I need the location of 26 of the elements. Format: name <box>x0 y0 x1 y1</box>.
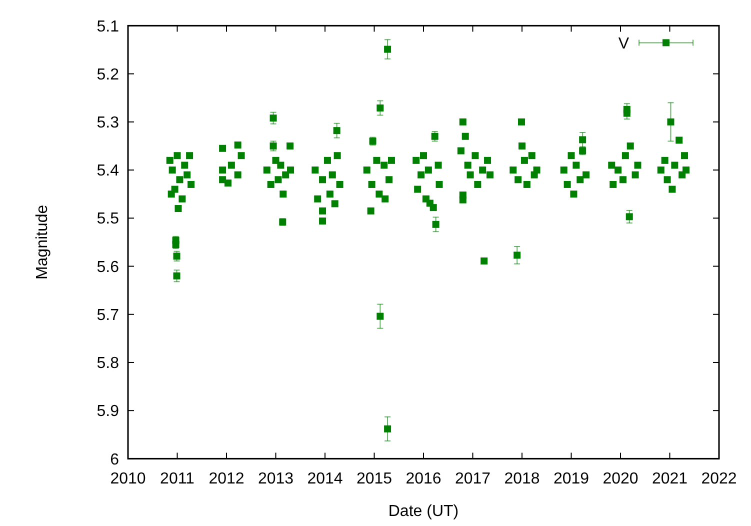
y-tick-label: 6 <box>110 451 120 468</box>
x-tick-label: 2015 <box>356 470 392 488</box>
x-tick-label: 2010 <box>110 470 146 488</box>
y-tick-label: 5.3 <box>96 114 120 132</box>
y-axis-title: Magnitude <box>34 204 51 280</box>
y-tick-label: 5.9 <box>96 403 120 420</box>
y-tick-label: 5.2 <box>96 66 120 84</box>
x-tick-label: 2021 <box>652 470 688 488</box>
y-tick-label: 5.6 <box>96 258 120 276</box>
y-tick-label: 5.1 <box>96 18 120 36</box>
y-tick-label: 5.7 <box>96 306 120 324</box>
x-tick-label: 2018 <box>504 470 540 488</box>
x-axis-title: Date (UT) <box>388 503 459 520</box>
x-tick-label: 2011 <box>160 470 195 488</box>
x-tick-label: 2014 <box>307 470 343 488</box>
x-tick-label: 2019 <box>553 470 590 488</box>
x-tick-label: 2016 <box>406 470 442 488</box>
x-tick-label: 2017 <box>454 470 491 488</box>
x-tick-label: 2020 <box>602 470 638 488</box>
x-tick-label: 2022 <box>701 470 737 488</box>
x-tick-label: 2012 <box>208 470 244 488</box>
y-tick-label: 5.8 <box>96 355 120 372</box>
legend-label: V <box>618 35 630 52</box>
y-tick-label: 5.5 <box>96 210 120 228</box>
x-tick-label: 2013 <box>258 470 294 488</box>
y-tick-label: 5.4 <box>96 162 120 180</box>
